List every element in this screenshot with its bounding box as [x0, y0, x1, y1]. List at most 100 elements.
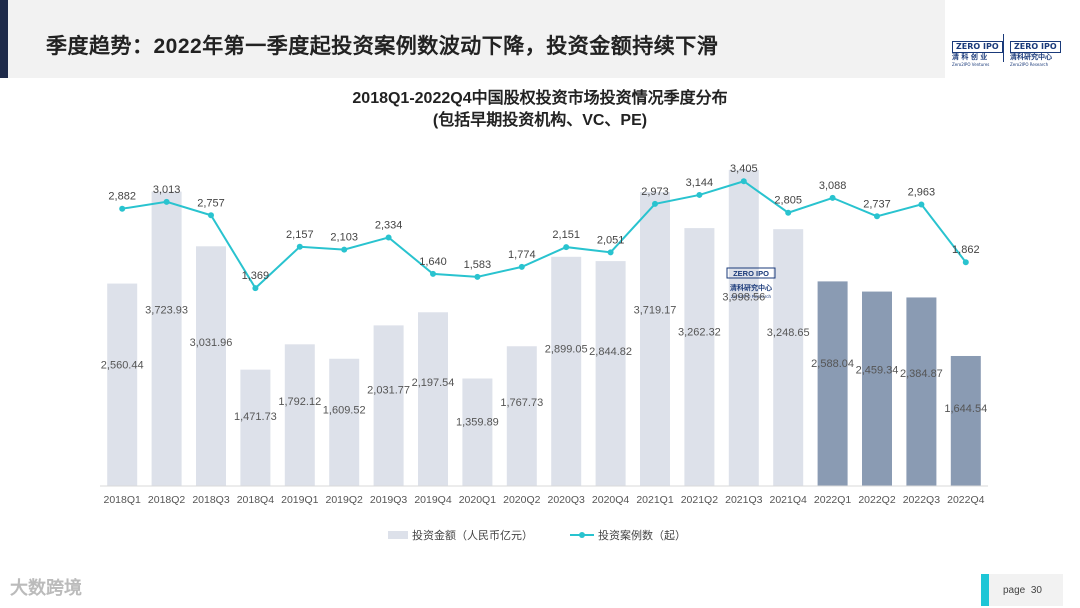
line-label-2022Q4: 1,862	[952, 244, 980, 256]
line-label-2022Q2: 2,737	[863, 198, 891, 210]
bar-2021Q2	[684, 228, 715, 486]
page-box	[981, 574, 1063, 606]
bar-2020Q3	[551, 256, 582, 486]
line-series	[119, 178, 969, 292]
x-tick-2022Q2: 2022Q2	[858, 494, 896, 506]
chart-subtitle: (包括早期投资机构、VC、PE)	[432, 112, 648, 129]
logo-right-cn: 清科研究中心	[1010, 53, 1052, 61]
line-label-2019Q4: 1,640	[419, 256, 447, 268]
bar-label-2021Q1: 3,719.17	[634, 305, 677, 317]
x-tick-2019Q4: 2019Q4	[414, 494, 452, 506]
line-label-2020Q3: 2,151	[552, 229, 580, 241]
line-label-2021Q3: 3,405	[730, 163, 758, 175]
bar-2020Q4	[595, 261, 626, 486]
bar-2022Q2	[862, 291, 892, 486]
bar-2019Q3	[373, 325, 404, 486]
line-label-2020Q4: 2,051	[597, 234, 625, 246]
bar-2021Q1	[640, 191, 670, 486]
bar-label-2020Q2: 1,767.73	[500, 397, 543, 409]
watermark-en: Zero2IPO Research	[731, 294, 772, 299]
bar-2022Q1	[817, 281, 848, 486]
title-bar	[0, 0, 945, 78]
logo-left-en: Zero2IPO Ventures	[952, 62, 990, 67]
legend-line-marker	[579, 532, 585, 538]
x-tick-2022Q1: 2022Q1	[814, 494, 852, 506]
bar-2019Q2	[329, 358, 360, 486]
line-label-2019Q1: 2,157	[286, 229, 314, 241]
bar-2019Q1	[284, 344, 315, 486]
bar-label-2018Q3: 3,031.96	[190, 337, 233, 349]
line-point-2019Q4	[430, 270, 436, 277]
page-label: page	[1003, 585, 1026, 596]
bar-label-2019Q1: 1,792.12	[278, 396, 321, 408]
page-title: 季度趋势：2022年第一季度起投资案例数波动下降，投资金额持续下滑	[46, 35, 719, 58]
x-tick-2022Q4: 2022Q4	[947, 494, 985, 506]
x-tick-2019Q3: 2019Q3	[370, 494, 408, 506]
bar-label-2022Q4: 1,644.54	[944, 403, 987, 415]
bar-label-2021Q4: 3,248.65	[767, 327, 810, 339]
bar-2018Q2	[151, 191, 182, 487]
x-tick-2020Q4: 2020Q4	[592, 494, 630, 506]
x-tick-2019Q1: 2019Q1	[281, 494, 319, 506]
legend-line-label: 投资案例数（起）	[598, 528, 686, 542]
watermark-cn: 清科研究中心	[730, 283, 772, 292]
line-label-2020Q1: 1,583	[464, 259, 492, 271]
bar-2018Q1	[107, 283, 138, 486]
line-label-2021Q4: 2,805	[774, 195, 802, 207]
logo-divider	[1003, 34, 1004, 62]
bar-label-2019Q2: 1,609.52	[323, 405, 366, 417]
line-point-2020Q4	[607, 249, 614, 256]
line-point-2022Q1	[829, 194, 836, 201]
zero2ipo-ventures-logo: ZERO IPO 清 科 创 业 Zero2IPO Ventures	[952, 34, 1003, 67]
line-label-2022Q3: 2,963	[908, 186, 936, 198]
line-point-2018Q1	[119, 205, 126, 212]
x-tick-2022Q3: 2022Q3	[903, 494, 941, 506]
logo-right-badge: ZERO IPO	[1010, 41, 1061, 53]
page-accent	[981, 574, 989, 606]
line-point-2021Q3	[740, 178, 747, 185]
bar-label-2018Q4: 1,471.73	[234, 411, 277, 423]
bar-label-2018Q1: 2,560.44	[101, 360, 144, 372]
chart-title: 2018Q1-2022Q4中国股权投资市场投资情况季度分布	[352, 90, 728, 107]
x-tick-2020Q1: 2020Q1	[459, 494, 497, 506]
x-tick-2018Q4: 2018Q4	[237, 494, 275, 506]
page-number: page 30	[1003, 585, 1042, 596]
bar-label-2019Q4: 2,197.54	[412, 377, 455, 389]
line-point-2019Q1	[296, 243, 303, 250]
page-number-value: 30	[1030, 585, 1042, 596]
line-label-2018Q1: 2,882	[108, 191, 136, 203]
line-point-2018Q3	[208, 212, 214, 219]
zero2ipo-research-logo: ZERO IPO 清科研究中心 Zero2IPO Research	[1010, 34, 1061, 67]
x-tick-2021Q3: 2021Q3	[725, 494, 763, 506]
line-point-2018Q2	[163, 198, 170, 205]
bar-label-2019Q3: 2,031.77	[367, 385, 410, 397]
bar-series	[107, 169, 981, 487]
line-label-2021Q2: 3,144	[686, 177, 714, 189]
x-tick-2020Q3: 2020Q3	[548, 494, 586, 506]
line-path	[122, 180, 967, 290]
legend-bar-label: 投资金额（人民币亿元）	[412, 528, 533, 542]
logo-left-badge: ZERO IPO	[952, 41, 1003, 53]
bar-label-2020Q3: 2,899.05	[545, 343, 588, 355]
line-point-2022Q4	[962, 259, 969, 266]
line-point-2020Q2	[518, 263, 525, 270]
bar-2022Q3	[906, 297, 937, 486]
x-tick-2018Q2: 2018Q2	[148, 494, 186, 506]
line-point-2021Q1	[652, 200, 658, 207]
line-point-2021Q2	[696, 191, 703, 198]
x-tick-2021Q4: 2021Q4	[770, 494, 808, 506]
bar-label-2020Q1: 1,359.89	[456, 416, 499, 428]
x-tick-2020Q2: 2020Q2	[503, 494, 541, 506]
line-point-2022Q3	[918, 201, 925, 208]
line-label-2019Q2: 2,103	[330, 232, 358, 244]
line-point-2020Q1	[474, 273, 481, 280]
legend: 投资金额（人民币亿元） 投资案例数（起）	[388, 528, 686, 542]
line-label-2021Q1: 2,973	[641, 186, 669, 198]
bar-2018Q4	[240, 369, 271, 486]
x-tick-2021Q1: 2021Q1	[636, 494, 674, 506]
line-label-2022Q1: 3,088	[819, 180, 847, 192]
line-point-2020Q3	[563, 244, 570, 251]
bar-label-2021Q3: 3,998.56	[722, 291, 765, 303]
line-label-2018Q3: 2,757	[197, 197, 225, 209]
bar-2022Q4	[950, 355, 981, 486]
